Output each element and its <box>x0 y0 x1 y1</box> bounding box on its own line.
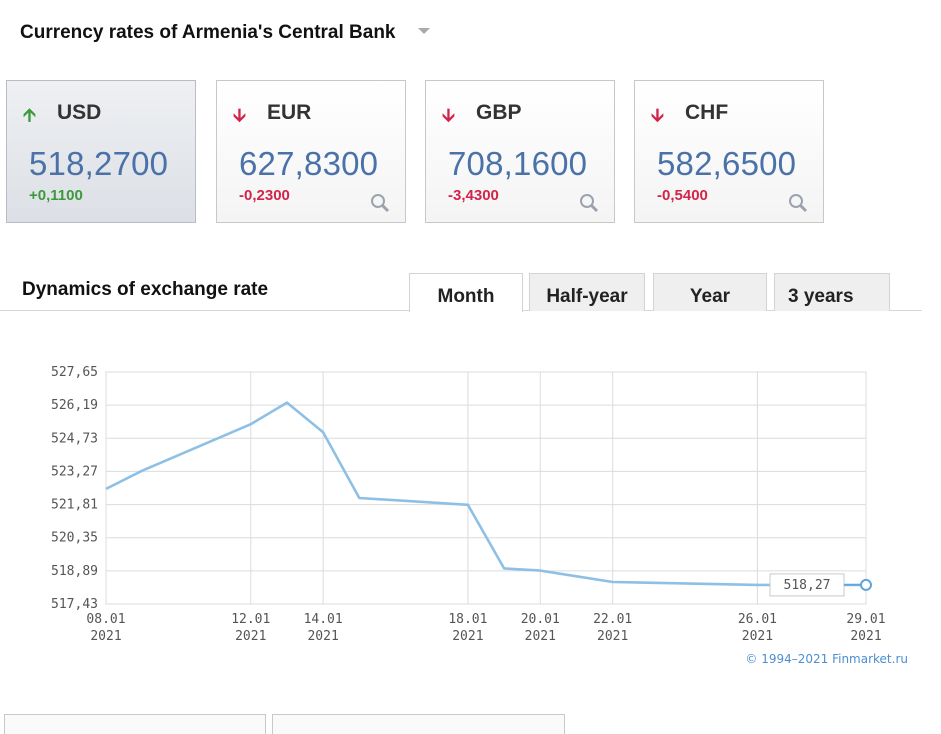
x-tick-date: 12.01 <box>231 612 270 627</box>
currency-card-usd[interactable]: 🡩 USD 518,2700 +0,1100 <box>6 80 196 223</box>
currency-card-eur[interactable]: 🡫 EUR 627,8300 -0,2300 <box>216 80 406 223</box>
currency-rate: 582,6500 <box>657 145 797 182</box>
section-title: Dynamics of exchange rate <box>22 279 269 300</box>
last-point-marker <box>860 578 872 591</box>
currency-card-chf[interactable]: 🡫 CHF 582,6500 -0,5400 <box>634 80 824 223</box>
x-tick-year: 2021 <box>90 629 121 644</box>
x-tick-date: 14.01 <box>304 612 343 627</box>
currency-rate: 518,2700 <box>29 145 169 182</box>
y-tick-label: 518,89 <box>51 564 98 579</box>
search-icon[interactable] <box>369 192 391 214</box>
currency-change: -0,5400 <box>657 187 708 204</box>
chevron-down-icon[interactable] <box>418 28 430 34</box>
tab-half-year[interactable]: Half-year <box>529 273 645 311</box>
arrow-down-icon: 🡫 <box>233 105 246 125</box>
bottom-panel-left[interactable] <box>4 714 266 734</box>
tab-year[interactable]: Year <box>653 273 767 311</box>
x-tick-year: 2021 <box>850 629 881 644</box>
currency-code: GBP <box>476 101 522 124</box>
x-tick-date: 18.01 <box>448 612 487 627</box>
search-icon[interactable] <box>787 192 809 214</box>
x-tick-year: 2021 <box>307 629 338 644</box>
y-tick-label: 526,19 <box>51 398 98 413</box>
plot-frame <box>105 371 867 605</box>
x-tick-year: 2021 <box>742 629 773 644</box>
currency-rate: 627,8300 <box>239 145 379 182</box>
tab-3-years[interactable]: 3 years <box>774 273 890 311</box>
arrow-down-icon: 🡫 <box>651 105 664 125</box>
series-line <box>105 401 866 587</box>
y-tick-label: 527,65 <box>51 365 98 380</box>
copyright-label: © 1994–2021 Finmarket.ru <box>745 652 908 666</box>
tab-month[interactable]: Month <box>409 273 523 312</box>
rate-chart: 527,65 526,19 524,73 523,27 521,81 520,35 518,… <box>51 365 908 666</box>
search-icon[interactable] <box>578 192 600 214</box>
x-tick-date: 29.01 <box>846 612 885 627</box>
x-tick-date: 26.01 <box>738 612 777 627</box>
currency-change: -3,4300 <box>448 187 499 204</box>
x-tick-year: 2021 <box>597 629 628 644</box>
x-tick-date: 22.01 <box>593 612 632 627</box>
y-tick-label: 523,27 <box>51 464 98 479</box>
currency-change: +0,1100 <box>29 187 83 204</box>
y-tick-label: 524,73 <box>51 431 98 446</box>
y-tick-label: 520,35 <box>51 531 98 546</box>
currency-code: USD <box>57 101 102 124</box>
currency-code: EUR <box>267 101 312 124</box>
x-tick-date: 08.01 <box>86 612 125 627</box>
currency-card-gbp[interactable]: 🡫 GBP 708,1600 -3,4300 <box>425 80 615 223</box>
arrow-down-icon: 🡫 <box>442 105 455 125</box>
y-tick-label: 521,81 <box>51 498 98 513</box>
currency-rate: 708,1600 <box>448 145 588 182</box>
x-tick-year: 2021 <box>235 629 266 644</box>
bottom-panel-right[interactable] <box>272 714 565 734</box>
x-tick-date: 20.01 <box>521 612 560 627</box>
currency-change: -0,2300 <box>239 187 290 204</box>
x-tick-year: 2021 <box>525 629 556 644</box>
last-value-label: 518,27 <box>784 578 831 593</box>
arrow-up-icon: 🡩 <box>23 105 36 125</box>
y-tick-label: 517,43 <box>51 597 98 612</box>
header-title: Currency rates of Armenia's Central Bank <box>20 22 396 43</box>
currency-code: CHF <box>685 101 729 124</box>
x-tick-year: 2021 <box>452 629 483 644</box>
